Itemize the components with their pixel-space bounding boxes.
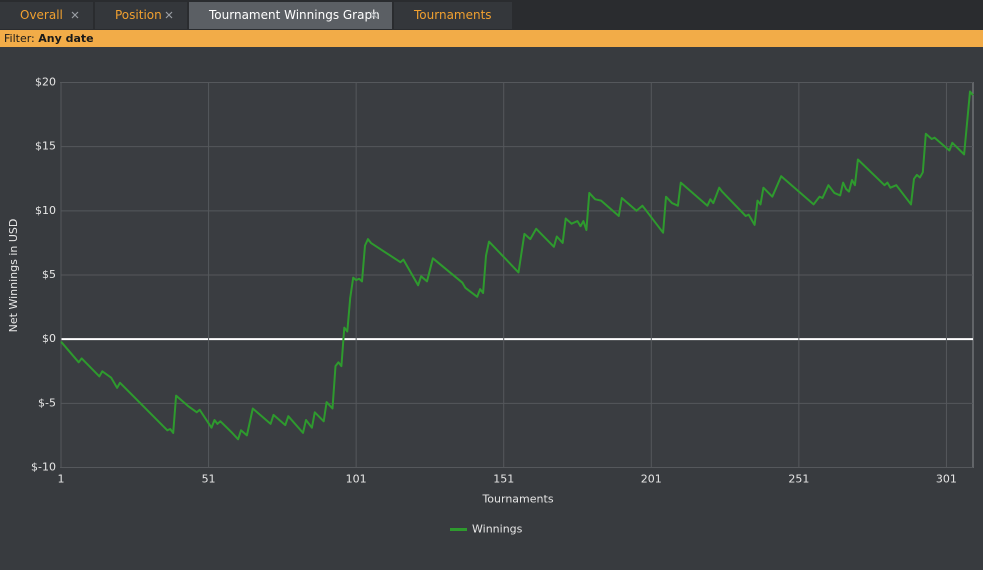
tab-close[interactable] bbox=[165, 11, 173, 19]
chart: Net Winnings in USD Tournaments $-10 $-5 $… bbox=[7, 76, 974, 536]
series-line bbox=[60, 90, 974, 441]
tab-label[interactable]: Tournaments bbox=[414, 8, 492, 22]
tab-close[interactable] bbox=[71, 11, 79, 19]
x-axis-label: Tournaments bbox=[481, 493, 553, 506]
y-tick-label: $-10 bbox=[31, 461, 56, 474]
tab-label[interactable]: Overall bbox=[20, 8, 63, 22]
x-tick-label: 201 bbox=[641, 473, 662, 486]
y-axis-label: Net Winnings in USD bbox=[7, 219, 20, 333]
y-tick-label: $-5 bbox=[38, 396, 56, 409]
x-tick-label: 51 bbox=[202, 473, 216, 486]
x-tick-label: 251 bbox=[788, 473, 809, 486]
y-tick-label: $20 bbox=[35, 76, 56, 89]
y-tick-label: $10 bbox=[35, 204, 56, 217]
tab-close[interactable] bbox=[370, 11, 378, 19]
x-tick-label: 101 bbox=[346, 473, 367, 486]
legend-label: Winnings bbox=[472, 523, 523, 536]
x-tick-label: 151 bbox=[493, 473, 514, 486]
tab[interactable]: Position bbox=[95, 2, 187, 29]
tab[interactable]: Overall bbox=[0, 2, 93, 29]
tab[interactable]: Tournament Winnings Graph bbox=[189, 2, 392, 29]
filter-bar: Filter: Any date bbox=[0, 30, 983, 47]
tab[interactable]: Tournaments bbox=[394, 2, 512, 29]
page: Overall Position Tournament Winnings Graph… bbox=[0, 0, 983, 536]
y-tick-label: $15 bbox=[35, 140, 56, 153]
tab-label[interactable]: Tournament Winnings Graph bbox=[209, 8, 380, 22]
y-tick-label: $5 bbox=[42, 268, 56, 281]
x-tick-label: 301 bbox=[936, 473, 957, 486]
filter-value: Any date bbox=[38, 32, 94, 45]
x-tick-label: 1 bbox=[58, 473, 65, 486]
filter-label: Filter: bbox=[4, 32, 35, 45]
y-tick-label: $0 bbox=[42, 332, 56, 345]
tab-label[interactable]: Position bbox=[115, 8, 162, 22]
tab-bar: Overall Position Tournament Winnings Graph… bbox=[0, 0, 983, 30]
